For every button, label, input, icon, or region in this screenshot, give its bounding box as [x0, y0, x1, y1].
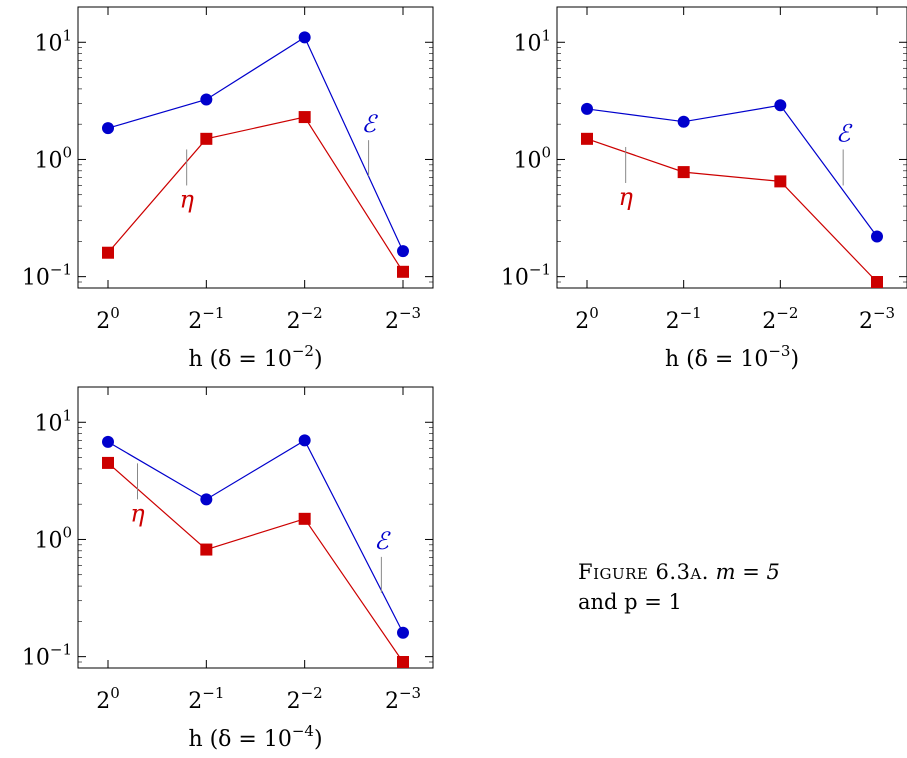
data-point-e [397, 626, 409, 639]
x-tick-label: 2−1 [666, 304, 702, 334]
x-tick-label: 2−2 [762, 304, 798, 334]
caption-head: Figure 6.3a. [578, 560, 709, 584]
x-tick-label: 2−1 [188, 304, 224, 334]
axes-frame [77, 6, 434, 289]
data-point-eta [298, 111, 311, 124]
x-tick-label: 20 [575, 304, 599, 334]
axes-frame [556, 6, 907, 289]
y-tick-label: 100 [34, 523, 72, 553]
chart-panel-3: 101 100 10−1 20 2−1 2−2 2−3 h (δ = 10−4) ℰη [22, 386, 434, 752]
data-point-eta [102, 246, 114, 259]
data-point-e [581, 102, 593, 115]
y-tick-label: 101 [513, 26, 551, 56]
series-line-eta [107, 116, 404, 273]
series-label-e: ℰ [374, 527, 391, 555]
x-tick-label: 2−2 [287, 304, 323, 334]
y-tick-label: 10−1 [501, 261, 551, 291]
y-tick-label: 10−1 [22, 261, 72, 291]
data-point-eta [200, 543, 213, 556]
series-label-e: ℰ [361, 110, 378, 138]
series-line-eta [107, 462, 404, 663]
chart-panel-1: 101 100 10−1 20 2−1 2−2 2−3 h (δ = 10−2) ℰη [22, 6, 434, 372]
data-point-eta [102, 456, 114, 469]
series-label-eta: η [179, 185, 194, 213]
chart-panel-2: 101 100 10−1 20 2−1 2−2 2−3 h (δ = 10−3) ℰη [501, 6, 907, 372]
series-line-e [586, 104, 878, 237]
y-tick-label: 10−1 [22, 641, 72, 671]
data-point-e [774, 99, 787, 112]
data-point-eta [677, 166, 690, 179]
data-point-e [102, 122, 114, 135]
y-tick-label: 100 [513, 143, 551, 173]
y-tick-label: 101 [34, 26, 72, 56]
data-point-eta [581, 132, 593, 145]
x-axis-label: h (δ = 10−2) [188, 342, 322, 372]
x-tick-label: 20 [96, 304, 120, 334]
series-label-eta: η [618, 183, 633, 211]
series-label-eta: η [130, 499, 145, 527]
x-tick-label: 2−3 [385, 304, 421, 334]
data-point-eta [871, 276, 883, 289]
data-point-e [200, 93, 213, 106]
data-point-e [102, 435, 114, 448]
y-tick-label: 101 [34, 406, 72, 436]
axes-frame [77, 386, 434, 669]
x-axis-label: h (δ = 10−4) [188, 722, 322, 752]
x-tick-label: 2−3 [385, 684, 421, 714]
series-line-e [107, 439, 404, 633]
data-point-e [298, 434, 311, 447]
data-point-eta [397, 265, 409, 278]
data-point-e [200, 493, 213, 506]
x-tick-label: 2−3 [859, 304, 895, 334]
data-point-eta [774, 175, 787, 188]
data-point-e [871, 230, 883, 243]
figure-caption: Figure 6.3a. m = 5 and p = 1 [578, 557, 898, 617]
x-axis-label: h (δ = 10−3) [665, 342, 799, 372]
data-point-e [298, 31, 311, 44]
x-tick-label: 20 [96, 684, 120, 714]
data-point-eta [200, 132, 213, 145]
series-line-e [107, 36, 404, 252]
data-point-eta [397, 656, 409, 669]
series-label-e: ℰ [836, 119, 853, 147]
x-tick-label: 2−1 [188, 684, 224, 714]
caption-text-2: and p = 1 [578, 590, 682, 614]
data-point-e [397, 245, 409, 258]
y-tick-label: 100 [34, 143, 72, 173]
data-point-eta [298, 512, 311, 525]
data-point-e [677, 115, 690, 128]
x-tick-label: 2−2 [287, 684, 323, 714]
caption-text-1: m = 5 [715, 560, 780, 584]
series-line-eta [586, 138, 878, 283]
